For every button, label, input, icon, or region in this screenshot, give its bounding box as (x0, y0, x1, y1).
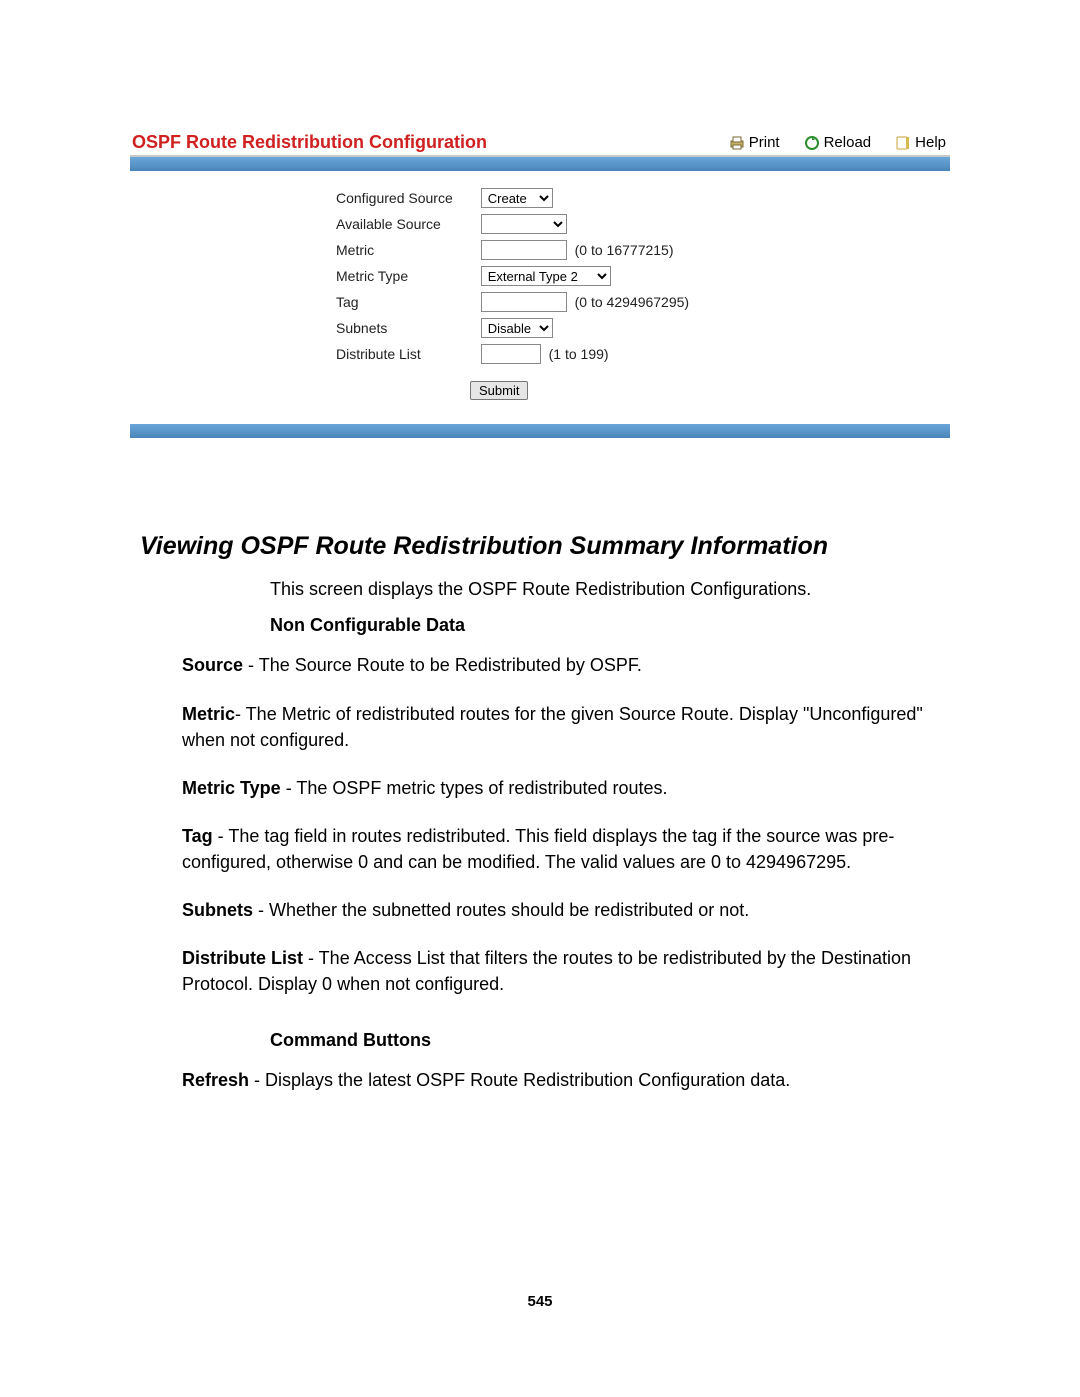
select-configured-source[interactable]: Create (481, 188, 553, 208)
select-subnets[interactable]: Disable (481, 318, 553, 338)
label-metric: Metric (330, 237, 475, 263)
def-distribute-list: Distribute List - The Access List that f… (182, 945, 940, 997)
select-metric-type[interactable]: External Type 2 (481, 266, 611, 286)
hint-tag: (0 to 4294967295) (571, 294, 689, 310)
print-link[interactable]: Print (729, 134, 780, 151)
row-available-source: Available Source (330, 211, 695, 237)
row-tag: Tag (0 to 4294967295) (330, 289, 695, 315)
def-subnets: Subnets - Whether the subnetted routes s… (182, 897, 940, 923)
doc-heading: Viewing OSPF Route Redistribution Summar… (140, 528, 940, 564)
row-metric: Metric (0 to 16777215) (330, 237, 695, 263)
label-configured-source: Configured Source (330, 185, 475, 211)
doc-intro: This screen displays the OSPF Route Redi… (270, 576, 940, 602)
def-tag: Tag - The tag field in routes redistribu… (182, 823, 940, 875)
hint-metric: (0 to 16777215) (571, 242, 674, 258)
label-available-source: Available Source (330, 211, 475, 237)
panel-title: OSPF Route Redistribution Configuration (132, 132, 729, 153)
def-source: Source - The Source Route to be Redistri… (182, 652, 940, 678)
form-area: Configured Source Create Available Sourc… (130, 171, 950, 414)
panel-header: OSPF Route Redistribution Configuration … (130, 130, 950, 157)
help-label: Help (915, 134, 946, 151)
print-icon (729, 135, 745, 151)
config-panel: OSPF Route Redistribution Configuration … (130, 130, 950, 438)
label-tag: Tag (330, 289, 475, 315)
label-subnets: Subnets (330, 315, 475, 341)
label-metric-type: Metric Type (330, 263, 475, 289)
doc-body: Viewing OSPF Route Redistribution Summar… (110, 528, 970, 1093)
print-label: Print (749, 134, 780, 151)
help-link[interactable]: Help (895, 134, 946, 151)
reload-label: Reload (824, 134, 872, 151)
row-distribute-list: Distribute List (1 to 199) (330, 341, 695, 367)
row-subnets: Subnets Disable (330, 315, 695, 341)
help-icon (895, 135, 911, 151)
def-metric: Metric- The Metric of redistributed rout… (182, 701, 940, 753)
blue-bar-bottom (130, 424, 950, 438)
input-metric[interactable] (481, 240, 567, 260)
def-metric-type: Metric Type - The OSPF metric types of r… (182, 775, 940, 801)
row-metric-type: Metric Type External Type 2 (330, 263, 695, 289)
doc-section1: Non Configurable Data (270, 612, 940, 638)
input-distribute-list[interactable] (481, 344, 541, 364)
def-refresh: Refresh - Displays the latest OSPF Route… (182, 1067, 940, 1093)
page-number: 545 (110, 1293, 970, 1310)
form-table: Configured Source Create Available Sourc… (330, 185, 695, 367)
input-tag[interactable] (481, 292, 567, 312)
blue-bar-top (130, 157, 950, 171)
hint-distribute-list: (1 to 199) (545, 346, 609, 362)
doc-section2: Command Buttons (270, 1027, 940, 1053)
row-configured-source: Configured Source Create (330, 185, 695, 211)
submit-button[interactable]: Submit (470, 381, 528, 400)
select-available-source[interactable] (481, 214, 567, 234)
reload-icon (804, 135, 820, 151)
header-links: Print Reload Help (729, 134, 946, 151)
reload-link[interactable]: Reload (804, 134, 872, 151)
label-distribute-list: Distribute List (330, 341, 475, 367)
